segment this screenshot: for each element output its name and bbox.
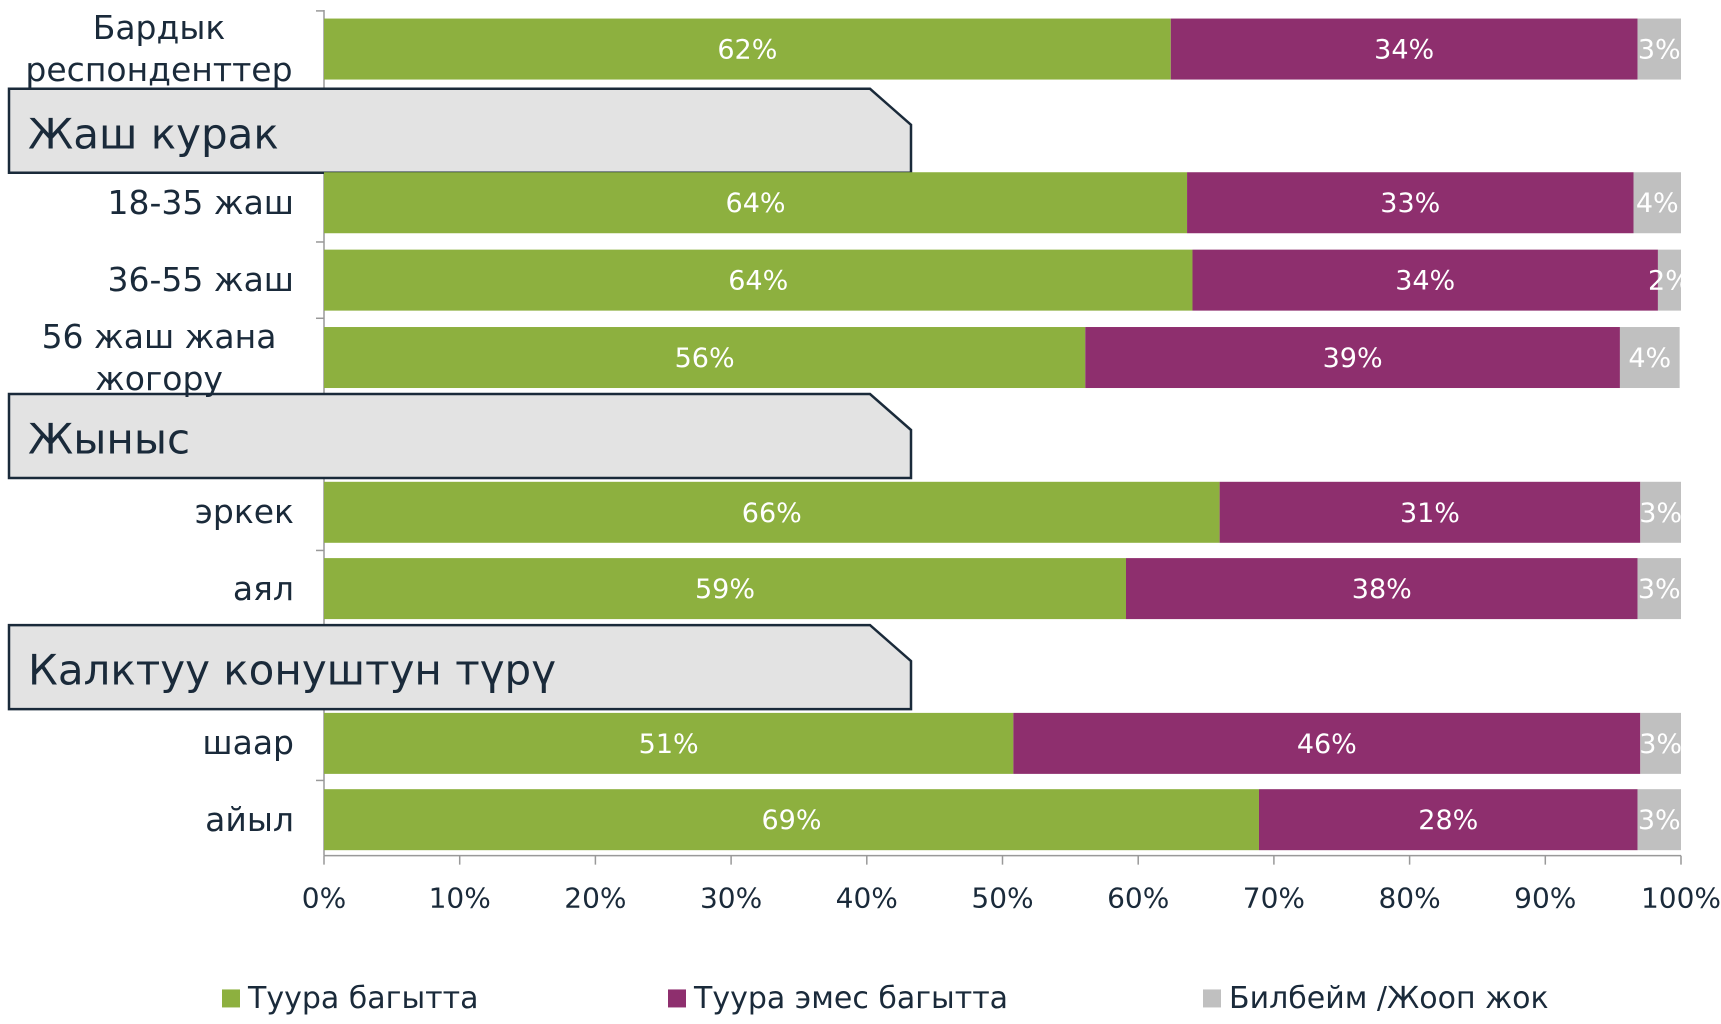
value-label: 39% <box>1323 343 1383 374</box>
bar-segment <box>324 558 1126 620</box>
bar-segment <box>324 249 1193 311</box>
x-tick-label: 20% <box>564 881 626 914</box>
bar-segment <box>1619 327 1680 389</box>
value-label: 62% <box>717 35 777 66</box>
bar-segment <box>1187 172 1634 234</box>
x-tick-label: 30% <box>700 881 762 914</box>
x-tick-label: 70% <box>1243 881 1305 914</box>
value-label: 2% <box>1648 266 1691 297</box>
value-label: 31% <box>1400 498 1460 529</box>
x-tick-label: 80% <box>1378 881 1440 914</box>
value-label: 3% <box>1639 498 1682 529</box>
bar-segment <box>1170 18 1638 80</box>
value-label: 3% <box>1638 805 1681 836</box>
group-header-box <box>7 392 913 480</box>
y-tick-label: айыл <box>24 780 294 860</box>
value-label: 4% <box>1628 343 1671 374</box>
bar-segment <box>1640 481 1681 543</box>
bar-segment <box>1637 18 1681 80</box>
y-tick-label-text: айыл <box>205 799 294 839</box>
x-tick-label: 100% <box>1641 881 1721 914</box>
bar-segment <box>1085 327 1620 389</box>
y-tick-label: эркек <box>24 472 294 552</box>
value-label: 3% <box>1639 729 1682 760</box>
value-label: 28% <box>1418 805 1478 836</box>
y-tick-label-text: шаар <box>202 723 294 763</box>
y-tick-label-text: 56 жаш жана жогору <box>41 317 277 398</box>
value-label: 3% <box>1638 35 1681 66</box>
y-tick-label-text: Бардык респонденттер <box>25 9 293 90</box>
y-tick-label: 56 жаш жана жогору <box>24 318 294 398</box>
bar-segment <box>324 18 1171 80</box>
value-label: 33% <box>1380 188 1440 219</box>
group-header-box <box>7 87 913 175</box>
value-label: 59% <box>695 574 755 605</box>
bar-segment <box>1637 789 1681 851</box>
bar-segment <box>1633 172 1681 234</box>
bar-segment <box>1657 249 1681 311</box>
y-tick-label: 36-55 жаш <box>24 240 294 320</box>
value-label: 66% <box>742 498 802 529</box>
value-label: 51% <box>639 729 699 760</box>
x-tick-label: 40% <box>836 881 898 914</box>
group-header: Жаш курак <box>28 109 279 158</box>
legend-label: Туура багытта <box>247 981 478 1016</box>
legend-swatch <box>668 989 686 1008</box>
value-label: 3% <box>1638 574 1681 605</box>
bar-segment <box>1013 712 1641 774</box>
value-label: 69% <box>761 805 821 836</box>
bar-segment <box>1219 481 1641 543</box>
y-tick-label-text: эркек <box>194 492 294 532</box>
x-tick-label: 0% <box>302 881 346 914</box>
bar-segment <box>1125 558 1638 620</box>
bar-segment <box>324 172 1188 234</box>
x-tick-label: 60% <box>1107 881 1169 914</box>
legend-swatch <box>222 989 240 1008</box>
value-label: 56% <box>675 343 735 374</box>
value-label: 64% <box>728 266 788 297</box>
value-label: 4% <box>1636 188 1679 219</box>
value-label: 38% <box>1352 574 1412 605</box>
x-tick-label: 50% <box>971 881 1033 914</box>
y-tick-label-text: аял <box>232 568 294 608</box>
group-header-box <box>7 623 913 711</box>
y-tick-label: аял <box>24 549 294 629</box>
bar-segment <box>1258 789 1638 851</box>
y-tick-label-text: 18-35 жаш <box>107 182 294 222</box>
bar-segment <box>324 712 1014 774</box>
x-tick-label: 90% <box>1514 881 1576 914</box>
y-tick-label: Бардык респонденттер <box>24 9 294 89</box>
bar-segment <box>1637 558 1681 620</box>
bar-segment <box>324 789 1259 851</box>
group-header: Калктуу конуштун түрү <box>28 646 556 695</box>
y-tick-label-text: 36-55 жаш <box>107 260 294 300</box>
bar-segment <box>324 327 1086 389</box>
legend-swatch <box>1203 989 1221 1008</box>
value-label: 34% <box>1395 266 1455 297</box>
value-label: 46% <box>1297 729 1357 760</box>
bar-segment <box>324 481 1220 543</box>
group-header: Жыныс <box>28 415 190 464</box>
value-label: 64% <box>726 188 786 219</box>
x-tick-label: 10% <box>429 881 491 914</box>
value-label: 34% <box>1374 35 1434 66</box>
y-tick-label: 18-35 жаш <box>24 163 294 243</box>
bar-segment <box>1640 712 1681 774</box>
y-tick-label: шаар <box>24 703 294 783</box>
legend-label: Туура эмес багытта <box>693 981 1008 1016</box>
bar-segment <box>1192 249 1658 311</box>
legend-label: Билбейм /Жооп жок <box>1229 981 1549 1016</box>
